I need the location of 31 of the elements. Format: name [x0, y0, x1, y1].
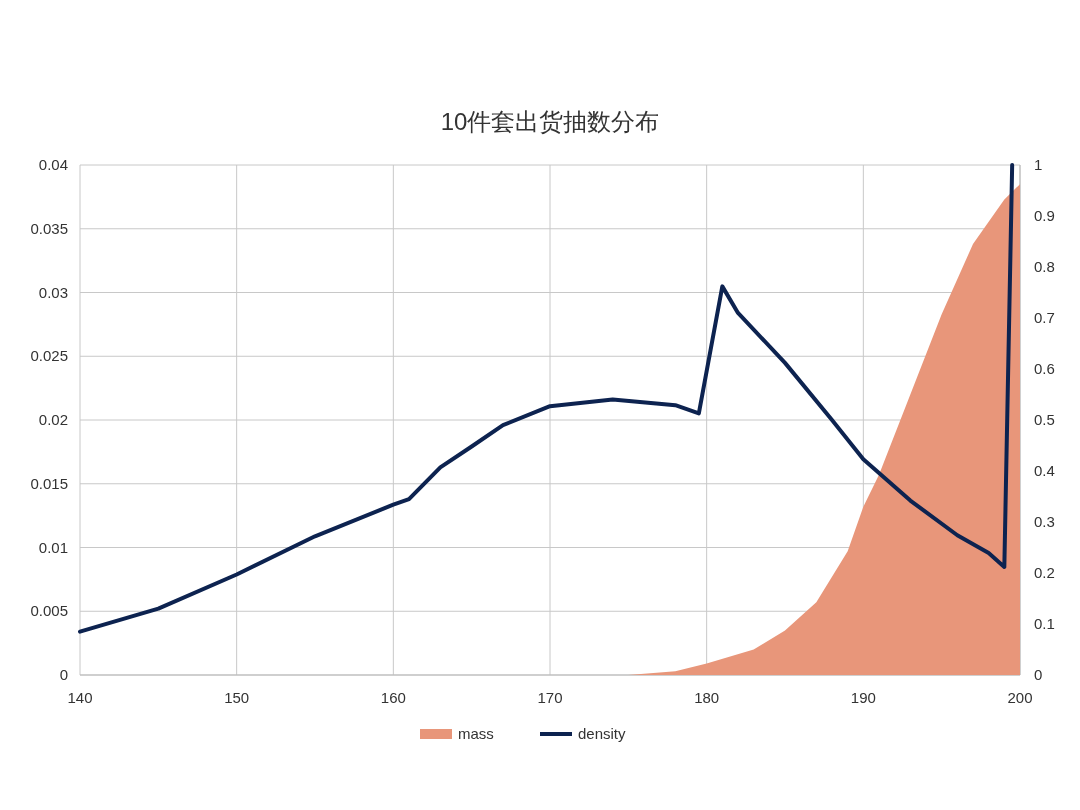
y-tick-label: 0.025 — [30, 347, 68, 365]
y2-tick-label: 0.1 — [1034, 615, 1055, 632]
x-tick-label: 160 — [380, 689, 406, 706]
y2-tick-label: 0.8 — [1034, 258, 1055, 275]
y2-tick-label: 0.2 — [1034, 564, 1055, 581]
y2-tick-label: 0.5 — [1034, 411, 1055, 428]
y-tick-label: 0.03 — [38, 283, 68, 301]
y-tick-label: 0.01 — [38, 538, 68, 556]
y2-tick-label: 0.9 — [1034, 207, 1055, 224]
x-tick-label: 150 — [224, 689, 250, 706]
x-tick-label: 170 — [537, 689, 563, 706]
y2-tick-label: 0.7 — [1034, 309, 1055, 326]
y2-tick-label: 0.3 — [1034, 513, 1055, 530]
y-tick-label: 0.005 — [30, 602, 68, 620]
y2-tick-label: 0.4 — [1034, 462, 1055, 479]
line-series — [78, 163, 1015, 634]
y2-tick-label: 0.6 — [1034, 360, 1055, 377]
y-tick-label: 0.04 — [38, 156, 68, 173]
chart-title: 10件套出货抽数分布 — [440, 108, 660, 135]
x-tick-label: 180 — [694, 689, 720, 706]
legend-label: mass — [458, 725, 494, 742]
y-tick-label: 0.015 — [30, 474, 68, 492]
legend-label: density — [578, 725, 627, 742]
y2-tick-label: 1 — [1034, 156, 1043, 173]
y-tick-label: 0 — [59, 666, 68, 683]
y-tick-label: 0.02 — [38, 411, 68, 428]
x-tick-label: 190 — [850, 689, 876, 706]
x-tick-label: 140 — [67, 689, 93, 706]
x-tick-label: 200 — [1007, 689, 1033, 706]
y2-tick-label: 0 — [1034, 666, 1043, 683]
y-tick-label: 0.035 — [30, 219, 68, 237]
